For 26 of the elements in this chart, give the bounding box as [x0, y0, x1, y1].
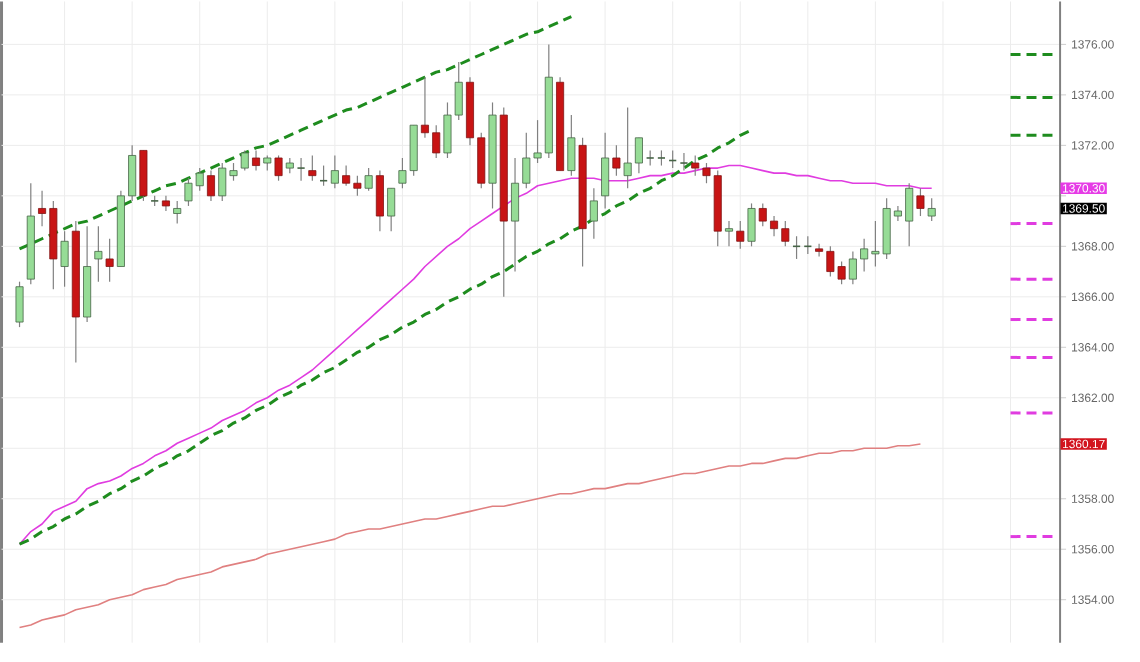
candlestick	[60, 230, 69, 288]
candlestick	[94, 225, 103, 283]
candlestick	[387, 187, 396, 232]
candlestick	[206, 169, 215, 202]
candlestick	[927, 197, 936, 222]
candlestick	[375, 169, 384, 232]
candlestick	[736, 220, 745, 250]
candlestick	[139, 149, 148, 202]
candlestick	[589, 187, 598, 240]
candlestick	[274, 154, 283, 182]
candlestick	[252, 149, 261, 172]
candlestick	[105, 238, 114, 283]
candlestick	[364, 167, 373, 192]
candlestick	[916, 187, 925, 217]
candlestick	[612, 144, 621, 177]
candlestick	[601, 132, 610, 209]
candlestick	[240, 149, 249, 172]
line-series	[18, 128, 754, 546]
candlestick	[747, 202, 756, 247]
candlestick	[567, 114, 576, 177]
candlestick	[15, 280, 24, 328]
candlestick	[308, 154, 317, 182]
candlestick	[724, 220, 733, 247]
candlestick	[173, 200, 182, 225]
candlestick	[330, 154, 339, 189]
candlestick	[679, 152, 689, 172]
